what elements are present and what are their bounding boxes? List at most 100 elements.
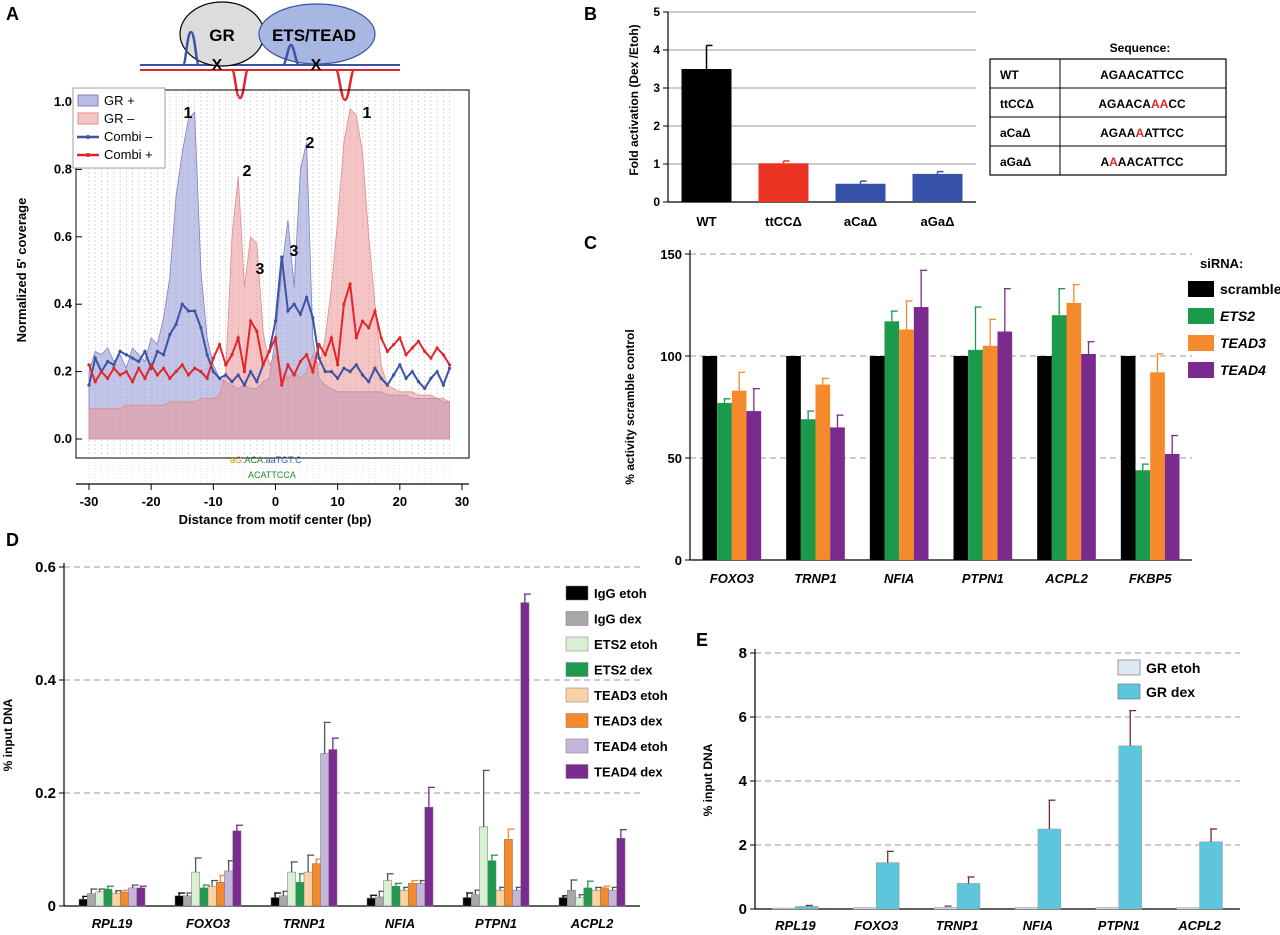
bar bbox=[876, 862, 900, 910]
bar bbox=[913, 307, 929, 560]
bar bbox=[174, 895, 184, 907]
line-point bbox=[311, 316, 315, 320]
line-point bbox=[323, 370, 327, 374]
bar bbox=[717, 402, 732, 560]
legend-label: ETS2 etoh bbox=[594, 637, 658, 652]
line-point bbox=[186, 373, 191, 377]
sequence-table-title: Sequence: bbox=[1110, 41, 1171, 55]
bar bbox=[391, 885, 401, 907]
y-tick-label: 0.2 bbox=[35, 785, 56, 802]
table-row-name: WT bbox=[1000, 68, 1019, 82]
bar bbox=[232, 830, 242, 907]
line-point bbox=[236, 336, 240, 340]
bar bbox=[295, 882, 305, 907]
bar bbox=[1051, 315, 1067, 560]
y-tick-label: 0.0 bbox=[54, 431, 72, 446]
x-tick-label: 10 bbox=[330, 494, 344, 509]
bar bbox=[702, 356, 718, 560]
line-point bbox=[447, 363, 452, 367]
x-tick-label: ACPL2 bbox=[1044, 571, 1088, 586]
table-row-name: aGaΔ bbox=[1000, 155, 1032, 169]
panel-a: A GR ETS/TEAD X X 0.0 0.2 0.4 0.6 0.8 1.0 -30 -… bbox=[6, 1, 470, 527]
bar bbox=[591, 889, 601, 907]
y-tick-label: 50 bbox=[668, 451, 682, 466]
line-point bbox=[329, 370, 334, 374]
line-point bbox=[273, 319, 278, 323]
x-tick-label: -30 bbox=[80, 494, 99, 509]
line-point bbox=[292, 373, 296, 377]
table-row-seq: AAAACATTCC bbox=[1100, 155, 1183, 169]
line-point bbox=[373, 366, 377, 370]
panel-d-legend: IgG etoh IgG dex ETS2 etoh ETS2 dex TEAD3 et… bbox=[565, 585, 668, 780]
bar bbox=[287, 871, 296, 907]
line-point bbox=[255, 329, 259, 333]
bar bbox=[87, 893, 96, 907]
bar bbox=[835, 183, 886, 202]
x-tick-label: 30 bbox=[455, 494, 469, 509]
panel-b-ylabel: Fold activation (Dex /Etoh) bbox=[627, 24, 641, 175]
line-point bbox=[379, 336, 383, 340]
line-point bbox=[416, 380, 421, 384]
y-tick-label: 4 bbox=[739, 773, 748, 790]
bar bbox=[772, 907, 796, 910]
line-point bbox=[286, 363, 290, 367]
motif-diagram: GR ETS/TEAD X X bbox=[140, 1, 400, 102]
legend-label: GR etoh bbox=[1146, 660, 1200, 676]
legend-label: TEAD3 bbox=[1220, 335, 1266, 351]
bar bbox=[207, 885, 217, 907]
y-tick-label: 6 bbox=[739, 709, 747, 726]
x-tick-label: -10 bbox=[204, 494, 223, 509]
bar bbox=[1014, 907, 1039, 910]
legend-label: GR dex bbox=[1146, 684, 1195, 700]
line-point bbox=[286, 309, 290, 313]
table-row-name: aCaΔ bbox=[1000, 126, 1031, 140]
peak-labels: 1 2 3 3 2 1 bbox=[184, 105, 372, 278]
line-point bbox=[280, 383, 284, 387]
bar bbox=[136, 887, 146, 907]
table-row-seq: AGAACATTCC bbox=[1100, 68, 1184, 82]
panel-c-legend: scramble ETS2 TEAD3 TEAD4 bbox=[1188, 281, 1280, 378]
line-point bbox=[112, 366, 116, 370]
legend-label: TEAD4 bbox=[1220, 362, 1266, 378]
x-tick-label: PTPN1 bbox=[962, 571, 1004, 586]
x-tick-label: -20 bbox=[142, 494, 161, 509]
line-point bbox=[224, 373, 228, 377]
line-point bbox=[205, 376, 209, 380]
bar bbox=[495, 889, 505, 907]
x-tick-label: TRNP1 bbox=[283, 916, 326, 931]
peak-label: 1 bbox=[184, 105, 193, 122]
y-tick-label: 8 bbox=[739, 645, 747, 662]
line-point bbox=[317, 343, 321, 347]
line-point bbox=[304, 353, 309, 357]
bar bbox=[616, 837, 626, 907]
x-tick-label: 20 bbox=[393, 494, 407, 509]
line-point bbox=[435, 346, 439, 350]
legend-dot-combi-plus bbox=[86, 153, 90, 157]
bar bbox=[982, 345, 998, 560]
legend-swatch bbox=[565, 764, 589, 779]
area-series bbox=[88, 107, 450, 440]
line-point bbox=[423, 349, 427, 353]
line-point bbox=[87, 383, 91, 387]
legend-dot-combi-minus bbox=[86, 135, 90, 139]
panel-a-ylabel: Normalized 5' coverage bbox=[14, 198, 29, 343]
legend-swatch bbox=[1188, 308, 1214, 324]
legend-swatch-gr-plus bbox=[77, 94, 99, 107]
x-tick-label: RPL19 bbox=[92, 916, 133, 931]
legend-label: scramble bbox=[1220, 281, 1280, 297]
panel-c-letter: C bbox=[584, 233, 597, 253]
bar bbox=[853, 907, 877, 910]
bar bbox=[869, 356, 885, 560]
bar bbox=[224, 870, 233, 907]
red-dip-right bbox=[334, 68, 356, 102]
y-tick-label: 3 bbox=[653, 81, 660, 95]
line-point bbox=[304, 295, 309, 300]
line-point bbox=[112, 363, 116, 367]
bar bbox=[399, 889, 409, 907]
line-point bbox=[348, 282, 352, 286]
line-point bbox=[249, 370, 253, 374]
bar bbox=[575, 897, 584, 907]
line-point bbox=[435, 370, 439, 374]
y-tick-label: 0 bbox=[675, 553, 682, 568]
legend-swatch bbox=[565, 611, 589, 626]
